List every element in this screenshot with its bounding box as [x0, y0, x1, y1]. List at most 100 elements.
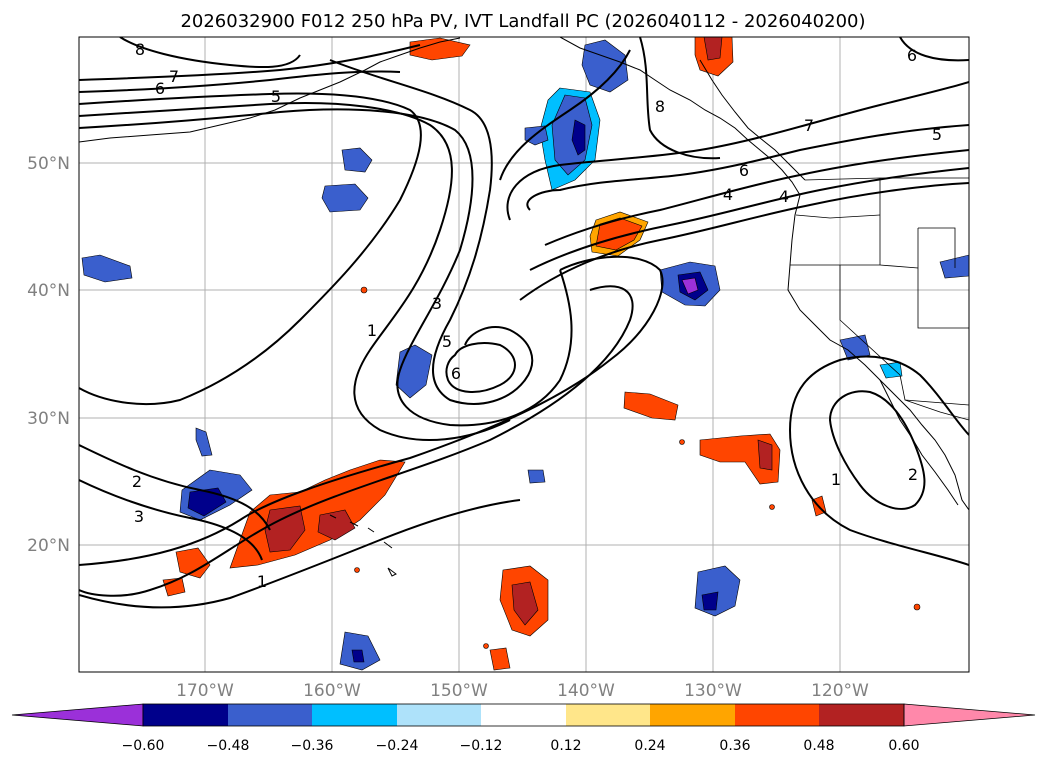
pos-dot	[769, 504, 775, 510]
pos-blob	[595, 217, 643, 251]
colorbar-segment	[481, 704, 566, 726]
neg-blob	[195, 427, 213, 457]
pos-blob	[409, 37, 471, 61]
contour-label: 3	[134, 507, 144, 526]
colorbar-tick: 0.24	[634, 738, 665, 754]
colorbar-tick: 0.60	[888, 738, 919, 754]
contour-line	[79, 44, 421, 81]
or-wa-border	[795, 214, 881, 219]
contour-line	[519, 182, 969, 301]
contour-line	[79, 479, 263, 561]
contour-line	[329, 59, 534, 405]
contour-line	[526, 124, 969, 211]
contour-label: 7	[804, 116, 814, 135]
contour-line	[79, 92, 422, 406]
gulf-alaska-coast	[559, 37, 801, 196]
contour-label: 6	[451, 364, 461, 383]
contour-line	[79, 101, 511, 441]
colorbar-tick: 0.36	[719, 738, 750, 754]
lon-label-120w: 120°W	[811, 681, 869, 701]
pos-blob	[489, 647, 511, 671]
contour-line	[79, 444, 271, 531]
neg-blob	[839, 334, 871, 361]
contour-line	[529, 167, 969, 271]
contour-line	[639, 37, 721, 160]
contour-line	[79, 499, 521, 609]
contour-label: 4	[723, 185, 733, 204]
contour-line	[788, 355, 969, 566]
lat-label-50n: 50°N	[27, 154, 70, 174]
colorbar-tick: 0.48	[803, 738, 834, 754]
colorbar-tick: 0.12	[550, 738, 581, 754]
map-area: 8 7 6 5 1 3 5 6 8 7 6 4 4 5 6 2 3 1 1 2	[79, 37, 969, 672]
neg-blob	[939, 254, 969, 279]
lon-label-130w: 130°W	[684, 681, 742, 701]
contour-label: 3	[432, 294, 442, 313]
neg-blob	[81, 254, 133, 283]
pos-dot	[360, 286, 368, 294]
colorbar-segment	[735, 704, 819, 726]
contour-label: 6	[155, 79, 165, 98]
lat-label-40n: 40°N	[27, 281, 70, 301]
contour-line	[79, 108, 573, 427]
baja-coast	[879, 379, 959, 506]
map-frame	[78, 36, 970, 673]
pos-blob	[757, 439, 773, 471]
contour-line	[499, 49, 631, 181]
contour-label: 5	[442, 332, 452, 351]
colorbar-tick: −0.60	[122, 738, 165, 754]
pos-blob	[623, 391, 679, 421]
pos-blob	[317, 509, 356, 541]
ut-line	[917, 228, 969, 329]
neg-blob	[187, 487, 227, 517]
contour-label: 8	[135, 40, 145, 59]
lon-label-170w: 170°W	[176, 681, 234, 701]
bc-coast	[699, 59, 806, 181]
contour-label: 6	[739, 161, 749, 180]
neg-blob	[321, 183, 369, 213]
contour-line	[79, 70, 401, 93]
colorbar-extend-high	[903, 703, 1036, 727]
figure-title: 2026032900 F012 250 hPa PV, IVT Landfall…	[180, 11, 865, 32]
neg-blob	[351, 649, 365, 663]
contour-label: 8	[655, 97, 665, 116]
contour-line	[506, 81, 969, 221]
neg-blob	[524, 125, 549, 146]
colorbar-extend-low	[11, 703, 144, 727]
colorbar: −0.60 −0.48 −0.36 −0.24 −0.12 0.12 0.24 …	[11, 703, 1036, 754]
colorbar-tick: −0.24	[376, 738, 419, 754]
contour-label: 7	[169, 67, 179, 86]
colorbar-segment	[819, 704, 904, 726]
lon-label-140w: 140°W	[557, 681, 615, 701]
neg-blob	[879, 361, 903, 379]
colorbar-segment	[397, 704, 481, 726]
contour-label: 5	[271, 87, 281, 106]
hawaii-islands	[329, 514, 397, 577]
contour-label: 2	[908, 465, 918, 484]
neg-blob	[341, 147, 373, 173]
pv-contours	[79, 37, 969, 609]
pos-blob	[511, 581, 539, 626]
contour-line	[445, 342, 516, 393]
colorbar-segment	[143, 704, 228, 726]
colorbar-segment	[312, 704, 397, 726]
longitude-labels: 170°W 160°W 150°W 140°W 130°W 120°W	[176, 681, 869, 701]
contour-line	[79, 285, 634, 597]
pos-blob	[703, 37, 723, 61]
neg-blob	[701, 591, 719, 611]
contour-label: 6	[907, 46, 917, 65]
lon-label-150w: 150°W	[430, 681, 488, 701]
colorbar-segment	[228, 704, 312, 726]
pos-blob	[264, 505, 306, 553]
lat-label-30n: 30°N	[27, 409, 70, 429]
pos-dot	[354, 567, 360, 573]
pos-blob	[175, 547, 211, 579]
pos-dot	[679, 439, 685, 445]
pos-dot	[483, 643, 489, 649]
mx-border	[904, 399, 969, 421]
contour-label: 1	[831, 470, 841, 489]
contour-label: 1	[257, 572, 267, 591]
colorbar-tick: −0.48	[207, 738, 250, 754]
contour-line	[79, 255, 664, 566]
